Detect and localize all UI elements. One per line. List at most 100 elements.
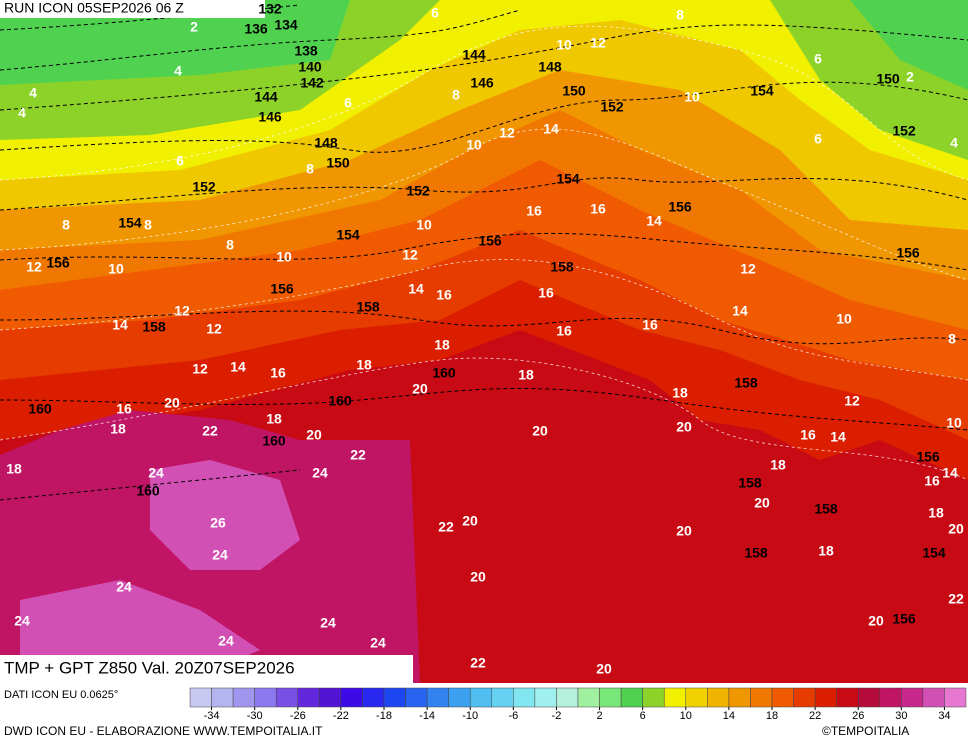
colorbar-swatch xyxy=(814,687,837,708)
colorbar-swatch xyxy=(793,687,816,708)
temperature-label: 12 xyxy=(590,35,606,51)
temperature-label: 18 xyxy=(518,367,534,383)
temperature-label: 26 xyxy=(210,515,226,531)
temperature-label: 16 xyxy=(116,401,132,417)
colorbar-swatch xyxy=(448,687,471,708)
colorbar-tick-label: 30 xyxy=(895,710,907,722)
height-label: 158 xyxy=(550,259,574,275)
height-label: 160 xyxy=(262,433,286,449)
temperature-label: 24 xyxy=(312,465,328,481)
colorbar-tick-label: -22 xyxy=(333,710,349,722)
height-label: 156 xyxy=(892,611,916,627)
height-label: 150 xyxy=(326,155,350,171)
temperature-label: 8 xyxy=(144,217,152,233)
footer-title-box xyxy=(0,655,413,683)
height-label: 144 xyxy=(254,89,278,105)
temperature-label: 14 xyxy=(732,303,748,319)
temperature-label: 24 xyxy=(212,547,228,563)
temperature-label: 16 xyxy=(590,201,606,217)
temperature-label: 12 xyxy=(740,261,756,277)
temperature-label: 18 xyxy=(266,411,282,427)
temperature-label: 8 xyxy=(306,161,314,177)
temperature-label: 14 xyxy=(112,317,128,333)
colorbar-swatch xyxy=(922,687,945,708)
colorbar-tick-label: -10 xyxy=(462,710,478,722)
height-label: 146 xyxy=(258,109,282,125)
colorbar-swatch xyxy=(513,687,536,708)
temperature-label: 10 xyxy=(108,261,124,277)
temperature-label: 20 xyxy=(306,427,322,443)
temperature-label: 20 xyxy=(596,661,612,677)
height-label: 140 xyxy=(298,59,322,75)
colorbar-swatch xyxy=(469,687,493,708)
colorbar-tick-label: -34 xyxy=(204,710,220,722)
colorbar-swatch xyxy=(426,687,449,708)
colorbar-swatch xyxy=(297,687,320,708)
temperature-label: 14 xyxy=(830,429,846,445)
colorbar-swatch xyxy=(534,687,557,708)
colorbar-tick-label: -6 xyxy=(508,710,518,722)
height-label: 148 xyxy=(538,59,562,75)
temperature-label: 20 xyxy=(164,395,180,411)
height-label: 132 xyxy=(258,1,282,17)
height-label: 150 xyxy=(562,83,586,99)
colorbar-swatch xyxy=(319,687,342,708)
height-label: 148 xyxy=(314,135,338,151)
temperature-label: 2 xyxy=(906,69,914,85)
temperature-label: 20 xyxy=(868,613,884,629)
temperature-label: 20 xyxy=(412,381,428,397)
temperature-label: 8 xyxy=(62,217,70,233)
temperature-label: 12 xyxy=(206,321,222,337)
colorbar-tick-label: 14 xyxy=(723,710,735,722)
temperature-label: 12 xyxy=(844,393,860,409)
temperature-label: 6 xyxy=(814,51,822,67)
height-label: 158 xyxy=(734,375,758,391)
colorbar-swatch xyxy=(599,687,622,708)
colorbar-swatch xyxy=(685,687,708,708)
temperature-label: 4 xyxy=(174,63,182,79)
height-label: 156 xyxy=(896,245,920,261)
run-title: RUN ICON 05SEP2026 06 Z xyxy=(4,0,184,16)
height-label: 158 xyxy=(142,319,166,335)
colorbar-swatch xyxy=(771,687,794,708)
temperature-label: 22 xyxy=(470,655,486,671)
height-label: 156 xyxy=(668,199,692,215)
height-label: 160 xyxy=(28,401,52,417)
colorbar-swatch xyxy=(857,687,881,708)
colorbar-tick-label: 26 xyxy=(852,710,864,722)
colorbar-swatch xyxy=(879,687,902,708)
temperature-label: 20 xyxy=(462,513,478,529)
temperature-label: 8 xyxy=(948,331,956,347)
colorbar-tick-label: 22 xyxy=(809,710,821,722)
temperature-label: 10 xyxy=(276,249,292,265)
colorbar-swatch xyxy=(405,687,428,708)
height-label: 150 xyxy=(876,71,900,87)
temperature-label: 12 xyxy=(402,247,418,263)
colorbar-tick-label: 34 xyxy=(938,710,950,722)
colorbar-swatch xyxy=(750,687,773,708)
colorbar: -34 -30 -26 -22 -18 -14 -10 -6 -2 2 6 10 14 18 22 26 30 3… xyxy=(189,687,967,722)
colorbar-swatch xyxy=(620,687,643,708)
temperature-label: 14 xyxy=(408,281,424,297)
height-label: 160 xyxy=(432,365,456,381)
height-label: 152 xyxy=(600,99,624,115)
temperature-label: 16 xyxy=(924,473,940,489)
temperature-label: 24 xyxy=(116,579,132,595)
header-box xyxy=(0,0,265,18)
temperature-label: 6 xyxy=(814,131,822,147)
colorbar-tick-label: -30 xyxy=(247,710,263,722)
temperature-label: 22 xyxy=(202,423,218,439)
temperature-label: 6 xyxy=(431,5,439,21)
height-label: 160 xyxy=(136,483,160,499)
temperature-label: 4 xyxy=(950,135,958,151)
temperature-label: 14 xyxy=(230,359,246,375)
temperature-label: 24 xyxy=(148,465,164,481)
colorbar-swatch xyxy=(362,687,385,708)
temperature-label: 18 xyxy=(818,543,834,559)
colorbar-swatch xyxy=(901,687,924,708)
colorbar-swatch xyxy=(707,687,730,708)
colorbar-swatch xyxy=(491,687,514,708)
temperature-label: 14 xyxy=(646,213,662,229)
